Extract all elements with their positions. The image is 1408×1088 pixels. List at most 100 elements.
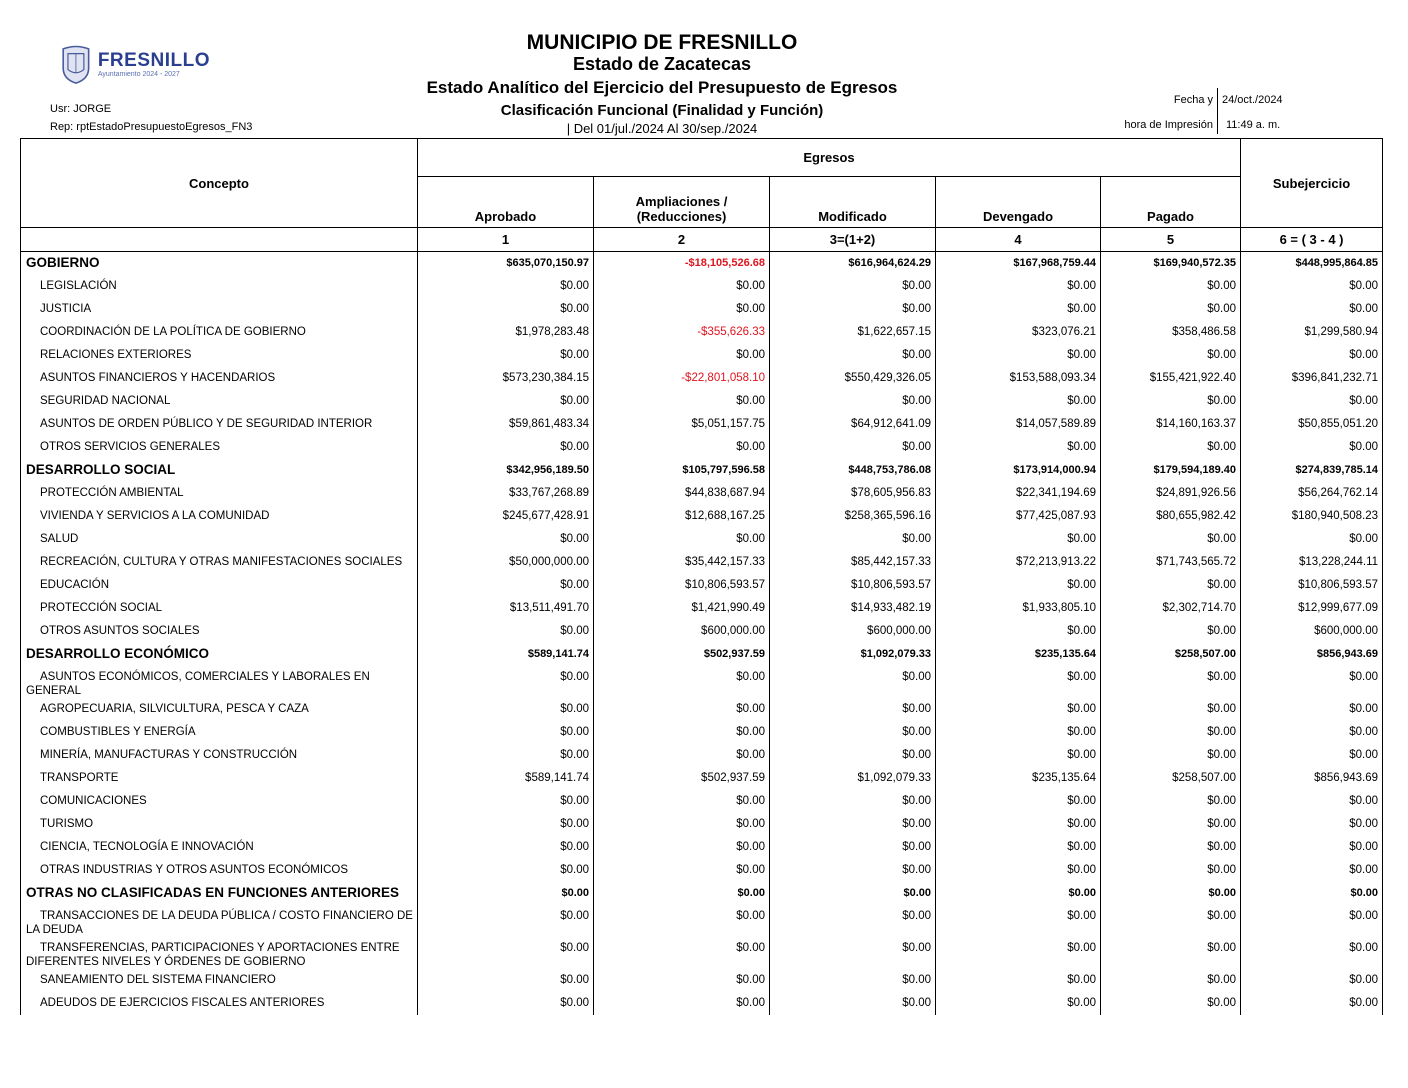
concept-label: GOBIERNO (20, 251, 418, 275)
amount-cell: $0.00 (593, 744, 770, 767)
amount-cell: $0.00 (593, 836, 770, 859)
table-row: TRANSACCIONES DE LA DEUDA PÚBLICA / COST… (20, 905, 1384, 937)
amount-cell: $0.00 (593, 698, 770, 721)
amount-cell: $0.00 (1099, 620, 1242, 643)
amount-cell: $0.00 (593, 344, 770, 367)
amount-cell: $13,511,491.70 (417, 597, 594, 620)
amount-cell: $235,135.64 (935, 643, 1101, 666)
amount-cell: $0.00 (769, 436, 936, 459)
amount-cell: $274,839,785.14 (1240, 459, 1384, 482)
table-row: MINERÍA, MANUFACTURAS Y CONSTRUCCIÓN $0.0… (20, 744, 1384, 767)
amount-cell: $0.00 (1099, 859, 1242, 882)
amount-cell: $10,806,593.57 (769, 574, 936, 597)
table-row: VIVIENDA Y SERVICIOS A LA COMUNIDAD $245,… (20, 505, 1384, 528)
column-number: 6 = ( 3 - 4 ) (1240, 227, 1384, 252)
table-row: RECREACIÓN, CULTURA Y OTRAS MANIFESTACIO… (20, 551, 1384, 574)
amount-cell: $0.00 (1099, 905, 1242, 937)
amount-cell: $0.00 (1099, 275, 1242, 298)
amount-cell: $0.00 (417, 882, 594, 905)
amount-cell: $0.00 (417, 992, 594, 1015)
concept-label: OTROS ASUNTOS SOCIALES (20, 620, 418, 643)
amount-cell: $0.00 (1240, 744, 1384, 767)
amount-cell: $0.00 (593, 813, 770, 836)
amount-cell: $0.00 (417, 298, 594, 321)
amount-cell: $0.00 (935, 859, 1101, 882)
amount-cell: $179,594,189.40 (1099, 459, 1242, 482)
amount-cell: $0.00 (935, 666, 1101, 698)
amount-cell: $1,092,079.33 (769, 767, 936, 790)
amount-cell: $0.00 (935, 528, 1101, 551)
amount-cell: $0.00 (417, 275, 594, 298)
table-group-row: OTRAS NO CLASIFICADAS EN FUNCIONES ANTER… (20, 882, 1384, 905)
amount-cell: $0.00 (1240, 666, 1384, 698)
amount-cell: $0.00 (593, 905, 770, 937)
table-row: ADEUDOS DE EJERCICIOS FISCALES ANTERIORE… (20, 992, 1384, 1015)
amount-cell: $0.00 (593, 790, 770, 813)
amount-cell: $0.00 (593, 298, 770, 321)
amount-cell: $0.00 (593, 390, 770, 413)
amount-cell: $0.00 (769, 882, 936, 905)
concept-label: CIENCIA, TECNOLOGÍA E INNOVACIÓN (20, 836, 418, 859)
amount-cell: $56,264,762.14 (1240, 482, 1384, 505)
table-row: ASUNTOS ECONÓMICOS, COMERCIALES Y LABORA… (20, 666, 1384, 698)
amount-cell: $169,940,572.35 (1099, 251, 1242, 275)
amount-cell: $502,937.59 (593, 643, 770, 666)
amount-cell: $0.00 (1240, 698, 1384, 721)
amount-cell: $0.00 (1240, 275, 1384, 298)
classification-title: Clasificación Funcional (Finalidad y Fun… (500, 102, 824, 119)
amount-cell: $0.00 (417, 721, 594, 744)
amount-cell: $33,767,268.89 (417, 482, 594, 505)
concept-label: SEGURIDAD NACIONAL (20, 390, 418, 413)
concept-label: VIVIENDA Y SERVICIOS A LA COMUNIDAD (20, 505, 418, 528)
table-row: JUSTICIA $0.00 $0.00 $0.00 $0.00 $0.00 $0.00 (20, 298, 1384, 321)
table-row: EDUCACIÓN $0.00 $10,806,593.57 $10,806,593.… (20, 574, 1384, 597)
amount-cell: $323,076.21 (935, 321, 1101, 344)
amount-cell: $167,968,759.44 (935, 251, 1101, 275)
column-number: 5 (1099, 227, 1242, 252)
print-time-label: hora de Impresión (1124, 119, 1213, 131)
amount-cell: $0.00 (1099, 528, 1242, 551)
column-number: 4 (935, 227, 1101, 252)
amount-cell: $0.00 (935, 790, 1101, 813)
amount-cell: $1,622,657.15 (769, 321, 936, 344)
amount-cell: $0.00 (935, 275, 1101, 298)
table-row: OTROS ASUNTOS SOCIALES $0.00 $600,000.00 $6… (20, 620, 1384, 643)
amount-cell: $0.00 (935, 436, 1101, 459)
amount-cell: $0.00 (769, 790, 936, 813)
amount-cell: $0.00 (593, 666, 770, 698)
amount-cell: $0.00 (769, 344, 936, 367)
amount-cell: $0.00 (417, 813, 594, 836)
amount-cell: $0.00 (417, 698, 594, 721)
amount-cell: $0.00 (1099, 969, 1242, 992)
amount-cell: $0.00 (417, 859, 594, 882)
amount-cell: $64,912,641.09 (769, 413, 936, 436)
table-group-row: GOBIERNO $635,070,150.97 -$18,105,526.68 $6… (20, 251, 1384, 275)
concept-label: DESARROLLO SOCIAL (20, 459, 418, 482)
amount-cell: $14,057,589.89 (935, 413, 1101, 436)
column-number: 3=(1+2) (769, 227, 936, 252)
amount-cell: $80,655,982.42 (1099, 505, 1242, 528)
report-period: | Del 01/jul./2024 Al 30/sep./2024 (566, 121, 758, 136)
amount-cell: $0.00 (417, 666, 594, 698)
amount-cell: $358,486.58 (1099, 321, 1242, 344)
amount-cell: $1,421,990.49 (593, 597, 770, 620)
amount-cell: $71,743,565.72 (1099, 551, 1242, 574)
concept-label: COMUNICACIONES (20, 790, 418, 813)
amount-cell: $0.00 (1099, 744, 1242, 767)
amount-cell: $0.00 (593, 528, 770, 551)
amount-cell: $0.00 (417, 620, 594, 643)
amount-cell: $44,838,687.94 (593, 482, 770, 505)
amount-cell: $550,429,326.05 (769, 367, 936, 390)
table-row: PROTECCIÓN AMBIENTAL $33,767,268.89 $44,83… (20, 482, 1384, 505)
amount-cell: $0.00 (769, 905, 936, 937)
amount-cell: $0.00 (769, 666, 936, 698)
amount-cell: $0.00 (1099, 390, 1242, 413)
amount-cell: $22,341,194.69 (935, 482, 1101, 505)
amount-cell: $0.00 (1099, 298, 1242, 321)
amount-cell: $0.00 (417, 937, 594, 969)
amount-cell: $10,806,593.57 (593, 574, 770, 597)
amount-cell: $0.00 (769, 275, 936, 298)
amount-cell: $0.00 (1099, 790, 1242, 813)
budget-table: Concepto Egresos Subejercicio Aprobado A… (20, 138, 1384, 1015)
concept-label: TRANSACCIONES DE LA DEUDA PÚBLICA / COST… (20, 905, 418, 937)
